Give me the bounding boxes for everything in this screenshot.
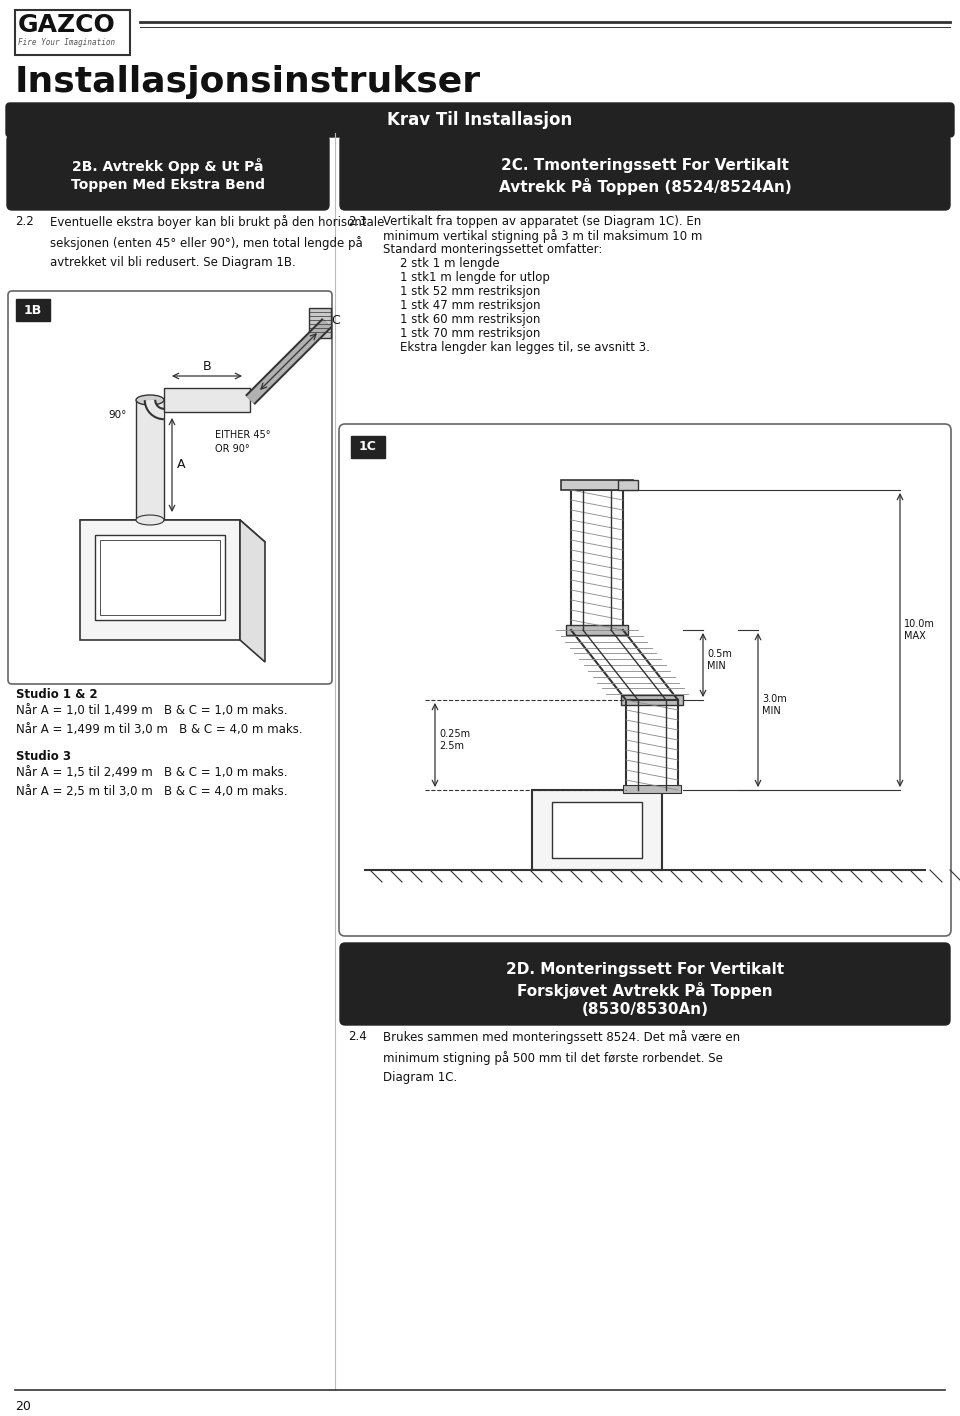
Text: 1 stk 60 mm restriksjon: 1 stk 60 mm restriksjon — [400, 313, 540, 326]
Bar — [15, 10, 130, 55]
Polygon shape — [80, 520, 265, 542]
Text: 1 stk1 m lengde for utlop: 1 stk1 m lengde for utlop — [400, 270, 550, 285]
FancyBboxPatch shape — [6, 103, 954, 137]
Text: Når A = 1,5 til 2,499 m   B & C = 1,0 m maks.
Når A = 2,5 m til 3,0 m   B & C = : Når A = 1,5 til 2,499 m B & C = 1,0 m ma… — [16, 766, 287, 799]
Text: 90°: 90° — [108, 411, 127, 421]
Text: minimum vertikal stigning på 3 m til maksimum 10 m: minimum vertikal stigning på 3 m til mak… — [383, 229, 703, 244]
Polygon shape — [240, 520, 265, 663]
Text: EITHER 45°: EITHER 45° — [215, 430, 271, 440]
Text: Krav Til Installasjon: Krav Til Installasjon — [388, 110, 572, 129]
Bar — [561, 480, 633, 490]
Text: 20: 20 — [15, 1400, 31, 1413]
Text: 1B: 1B — [24, 303, 42, 317]
Polygon shape — [80, 520, 240, 640]
Bar — [618, 480, 638, 490]
Text: 2 stk 1 m lengde: 2 stk 1 m lengde — [400, 256, 499, 270]
Text: 1 stk 47 mm restriksjon: 1 stk 47 mm restriksjon — [400, 299, 540, 312]
Text: A: A — [177, 459, 185, 472]
Text: 2D. Monteringssett For Vertikalt: 2D. Monteringssett For Vertikalt — [506, 961, 784, 977]
Text: (8530/8530An): (8530/8530An) — [582, 1003, 708, 1017]
Ellipse shape — [136, 515, 164, 525]
Text: Forskjøvet Avtrekk På Toppen: Forskjøvet Avtrekk På Toppen — [517, 983, 773, 1000]
Text: 1C: 1C — [359, 440, 377, 453]
Text: Brukes sammen med monteringssett 8524. Det må være en
minimum stigning på 500 mm: Brukes sammen med monteringssett 8524. D… — [383, 1029, 740, 1083]
Text: 1 stk 70 mm restriksjon: 1 stk 70 mm restriksjon — [400, 327, 540, 340]
Text: 1 stk 52 mm restriksjon: 1 stk 52 mm restriksjon — [400, 285, 540, 297]
Bar — [621, 695, 683, 705]
Bar — [623, 784, 681, 793]
Text: 0.25m
2.5m: 0.25m 2.5m — [439, 729, 470, 750]
Text: Toppen Med Ekstra Bend: Toppen Med Ekstra Bend — [71, 178, 265, 193]
Text: 10.0m
MAX: 10.0m MAX — [904, 619, 935, 641]
Text: Fire Your Imagination: Fire Your Imagination — [18, 38, 115, 47]
Text: 2.4: 2.4 — [348, 1029, 367, 1044]
FancyBboxPatch shape — [7, 135, 329, 210]
Bar — [566, 624, 628, 634]
Text: OR 90°: OR 90° — [215, 445, 250, 455]
Text: Ekstra lengder kan legges til, se avsnitt 3.: Ekstra lengder kan legges til, se avsnit… — [400, 341, 650, 354]
Text: 2.2: 2.2 — [15, 215, 34, 228]
Bar — [100, 539, 220, 615]
Text: Studio 1 & 2: Studio 1 & 2 — [16, 688, 98, 701]
Text: GAZCO: GAZCO — [18, 13, 116, 37]
Bar — [571, 490, 623, 630]
Bar — [351, 436, 385, 457]
Text: Installasjonsinstrukser: Installasjonsinstrukser — [15, 65, 481, 99]
FancyBboxPatch shape — [340, 135, 950, 210]
Text: 3.0m
MIN: 3.0m MIN — [762, 694, 787, 716]
Bar — [626, 700, 678, 790]
FancyBboxPatch shape — [8, 292, 332, 684]
FancyBboxPatch shape — [339, 423, 951, 936]
Bar — [164, 388, 250, 412]
Text: Eventuelle ekstra boyer kan bli brukt på den horisontale
seksjonen (enten 45° el: Eventuelle ekstra boyer kan bli brukt på… — [50, 215, 384, 269]
Text: 2B. Avtrekk Opp & Ut På: 2B. Avtrekk Opp & Ut På — [72, 159, 264, 174]
Ellipse shape — [136, 395, 164, 405]
Bar — [532, 790, 662, 869]
Text: 0.5m
MIN: 0.5m MIN — [707, 649, 732, 671]
Text: Vertikalt fra toppen av apparatet (se Diagram 1C). En: Vertikalt fra toppen av apparatet (se Di… — [383, 215, 701, 228]
Bar — [16, 299, 50, 321]
Text: 2.3: 2.3 — [348, 215, 367, 228]
Text: 2C. Tmonteringssett For Vertikalt: 2C. Tmonteringssett For Vertikalt — [501, 159, 789, 173]
Text: Studio 3: Studio 3 — [16, 750, 71, 763]
FancyBboxPatch shape — [340, 943, 950, 1025]
Bar — [136, 399, 164, 520]
Text: B: B — [203, 360, 211, 372]
Text: Standard monteringssettet omfatter:: Standard monteringssettet omfatter: — [383, 244, 602, 256]
Bar — [95, 535, 225, 620]
Text: C: C — [331, 314, 340, 327]
Bar — [552, 801, 642, 858]
Bar — [309, 309, 331, 338]
Text: Når A = 1,0 til 1,499 m   B & C = 1,0 m maks.
Når A = 1,499 m til 3,0 m   B & C : Når A = 1,0 til 1,499 m B & C = 1,0 m ma… — [16, 704, 302, 736]
Text: Avtrekk På Toppen (8524/8524An): Avtrekk På Toppen (8524/8524An) — [498, 178, 791, 195]
